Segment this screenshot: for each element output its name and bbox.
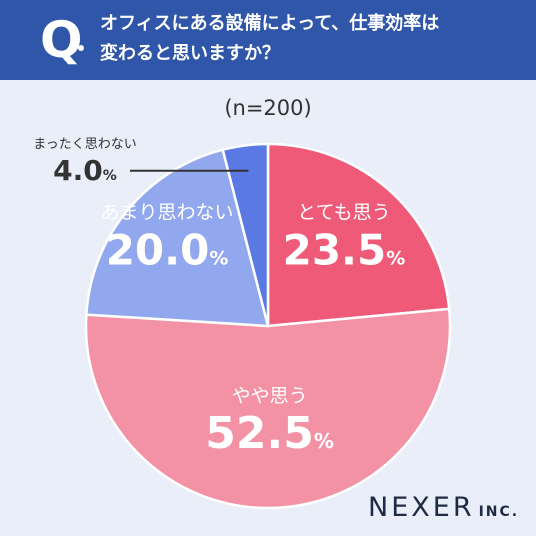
pie-value-not-much: 20.0% bbox=[106, 225, 229, 274]
pie-slice-very bbox=[266, 142, 451, 328]
q-dot bbox=[78, 45, 84, 51]
logo-name: NEXER bbox=[368, 492, 475, 523]
pie-label-not-much: あまり思わない bbox=[101, 201, 234, 223]
pie-value-not-at-all: 4.0% bbox=[53, 154, 117, 187]
pie-label-somewhat: やや思う bbox=[232, 385, 308, 407]
logo-suffix: INC. bbox=[478, 504, 520, 520]
question-line-1: オフィスにある設備によって、仕事効率は bbox=[100, 13, 440, 34]
pie-slice-somewhat bbox=[84, 307, 452, 510]
pie-value-very: 23.5% bbox=[283, 226, 406, 275]
pie-label-very: とても思う bbox=[297, 202, 390, 224]
nexer-logo: NEXER INC. bbox=[368, 492, 519, 523]
pie-label-not-at-all: まったく思わない bbox=[33, 137, 136, 152]
question-header: Q オフィスにある設備によって、仕事効率は 変わると思いますか？ bbox=[0, 0, 536, 80]
sample-size-label: (n=200) bbox=[224, 96, 312, 120]
pie-slice-not-at-all bbox=[221, 142, 270, 328]
pie-value-somewhat: 52.5% bbox=[205, 408, 334, 459]
pie-slice-not-much bbox=[85, 148, 270, 328]
q-mark: Q bbox=[40, 11, 83, 69]
question-line-2: 変わると思いますか？ bbox=[100, 43, 280, 64]
